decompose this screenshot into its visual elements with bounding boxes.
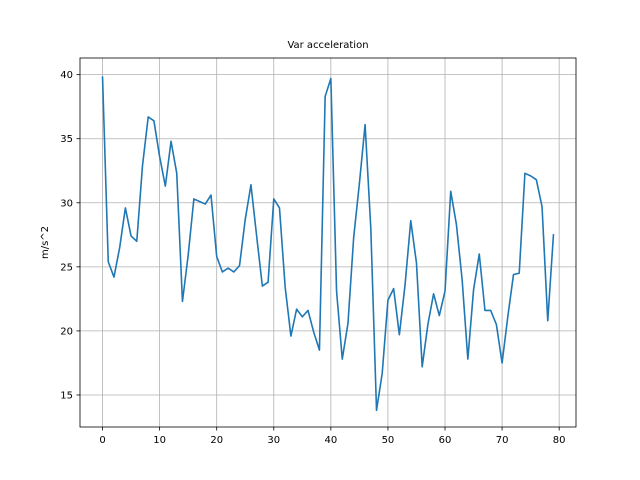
- x-axis: 0 10 20 30 40 50 60 70 80: [99, 427, 566, 446]
- x-tick-label: 0: [99, 435, 105, 446]
- grid-lines: [80, 58, 576, 427]
- x-tick-label: 50: [382, 435, 395, 446]
- y-tick-label: 25: [60, 262, 73, 273]
- y-tick-label: 35: [60, 134, 73, 145]
- series-layer: [101, 76, 555, 412]
- y-axis: 15 20 25 30 35 40: [60, 70, 80, 401]
- x-tick-label: 70: [496, 435, 509, 446]
- plot-frame: [79, 57, 577, 428]
- y-tick-label: 20: [60, 326, 73, 337]
- y-tick-label: 30: [60, 198, 73, 209]
- series-line: [101, 76, 555, 412]
- x-tick-label: 20: [210, 435, 223, 446]
- x-tick-label: 10: [153, 435, 166, 446]
- x-tick-label: 60: [439, 435, 452, 446]
- x-tick-label: 80: [553, 435, 566, 446]
- y-axis-label: m/s^2: [40, 226, 51, 259]
- chart-title: Var acceleration: [287, 40, 368, 51]
- y-tick-label: 40: [60, 70, 73, 81]
- y-tick-label: 15: [60, 390, 73, 401]
- x-tick-label: 30: [267, 435, 280, 446]
- x-tick-label: 40: [324, 435, 337, 446]
